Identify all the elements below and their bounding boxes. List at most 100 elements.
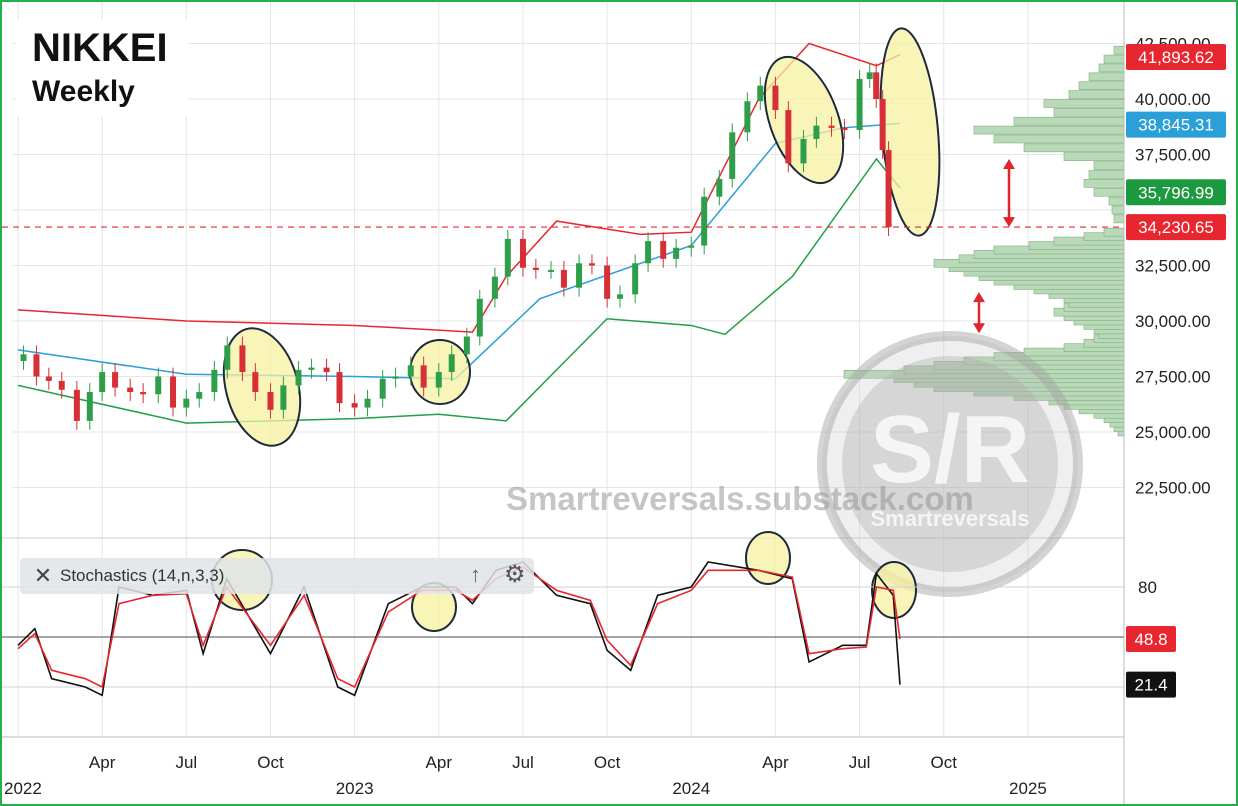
candle-body — [211, 369, 218, 393]
indicator-label: Stochastics (14,n,3,3) — [60, 566, 225, 585]
profile-bar — [1053, 108, 1125, 117]
candle-body — [435, 372, 442, 388]
stoch-value-label: 48.8 — [1134, 630, 1167, 649]
candle-body — [519, 238, 526, 268]
profile-bar — [1098, 63, 1125, 73]
candle-body — [476, 298, 483, 337]
candle-body — [392, 376, 399, 379]
candle-body — [86, 392, 93, 421]
profile-bar — [993, 134, 1125, 144]
price-label-box — [1126, 214, 1226, 241]
candle-body — [73, 389, 80, 421]
price-label: 38,845.31 — [1138, 116, 1214, 135]
smartreversals-logo: S/R Smartreversals — [817, 331, 1083, 597]
candle-body — [33, 354, 40, 377]
stoch-d-line — [17, 566, 901, 689]
candle-body — [127, 387, 134, 393]
highlight-ellipse — [409, 339, 471, 405]
candle-body — [112, 372, 119, 388]
watermark: Smartreversals.substack.com — [506, 480, 974, 517]
volume-profile — [843, 45, 1125, 437]
x-tick-label: Apr — [426, 753, 453, 772]
logo-initials: S/R — [870, 396, 1030, 503]
candle-body — [463, 336, 470, 355]
price-label: 41,893.62 — [1138, 48, 1214, 67]
candle-body — [364, 398, 371, 408]
candle-body — [140, 392, 147, 395]
indicator-legend: ✕ Stochastics (14,n,3,3) ↑ ⚙ — [20, 558, 534, 594]
candle-body — [716, 178, 723, 197]
x-tick-label: Apr — [762, 753, 789, 772]
candle-body — [757, 85, 764, 102]
price-label-box — [1126, 111, 1226, 138]
candle-body — [813, 125, 820, 139]
candle-body — [170, 376, 177, 408]
profile-bar — [1103, 227, 1125, 237]
candle-body — [673, 247, 680, 259]
x-tick-label: Jul — [512, 753, 534, 772]
profile-bar — [1113, 214, 1125, 224]
profile-bar — [1023, 143, 1125, 153]
profile-bar — [1013, 116, 1125, 126]
x-tick-label: Oct — [931, 753, 958, 772]
candle-body — [336, 372, 343, 404]
candle-body — [772, 85, 779, 111]
candle-body — [548, 269, 555, 272]
highlight-ellipses — [211, 27, 941, 632]
profile-bar — [1093, 161, 1125, 170]
candle-body — [729, 132, 736, 179]
candle-body — [532, 267, 539, 270]
close-icon[interactable]: ✕ — [33, 563, 53, 588]
candle-body — [879, 99, 886, 151]
profile-bar — [1113, 45, 1125, 55]
profile-bar — [1108, 196, 1125, 206]
highlight-ellipse — [763, 55, 845, 185]
candle-body — [267, 392, 274, 410]
candle-body — [20, 354, 27, 361]
x-tick-label: 2022 — [4, 779, 42, 798]
profile-bar — [1078, 81, 1125, 90]
candle-body — [239, 345, 246, 373]
profile-bar — [1083, 179, 1125, 188]
candle-body — [645, 241, 652, 264]
candle-body — [885, 150, 892, 228]
x-tick-label: 2025 — [1009, 779, 1047, 798]
candle-body — [560, 269, 567, 288]
logo-ring — [817, 331, 1083, 597]
x-tick-label: Oct — [257, 753, 284, 772]
candle-body — [155, 376, 162, 395]
gear-icon[interactable]: ⚙ — [504, 561, 526, 588]
y-tick-label: 25,000.00 — [1135, 423, 1211, 442]
candle-body — [491, 276, 498, 299]
stoch-value-label-box — [1126, 671, 1176, 698]
y-tick-label: 32,500.00 — [1135, 257, 1211, 276]
x-tick-label: Jul — [175, 753, 197, 772]
chart-subtitle: Weekly — [32, 75, 135, 108]
candle-body — [420, 365, 427, 388]
x-tick-label: 2024 — [672, 779, 710, 798]
candle-body — [841, 127, 848, 131]
candle-body — [701, 196, 708, 246]
candle-body — [604, 265, 611, 299]
candle-body — [58, 380, 65, 390]
logo-disc — [842, 356, 1058, 572]
arrow-head — [1003, 158, 1015, 169]
profile-bar — [1043, 99, 1125, 108]
arrow-head — [1003, 217, 1015, 228]
profile-bar — [1063, 152, 1125, 162]
candle-body — [252, 372, 259, 393]
stoch-value-label-box — [1126, 626, 1176, 652]
candle-body — [308, 367, 315, 370]
profile-bar — [1088, 72, 1125, 82]
arrow-up-icon[interactable]: ↑ — [470, 562, 481, 587]
y-tick-label: 27,500.00 — [1135, 368, 1211, 387]
candle-body — [295, 369, 302, 386]
x-tick-label: Apr — [89, 753, 116, 772]
price-label-box — [1126, 179, 1226, 206]
candle-body — [448, 354, 455, 373]
candle-body — [828, 125, 835, 128]
y-tick-label: 40,000.00 — [1135, 90, 1211, 109]
